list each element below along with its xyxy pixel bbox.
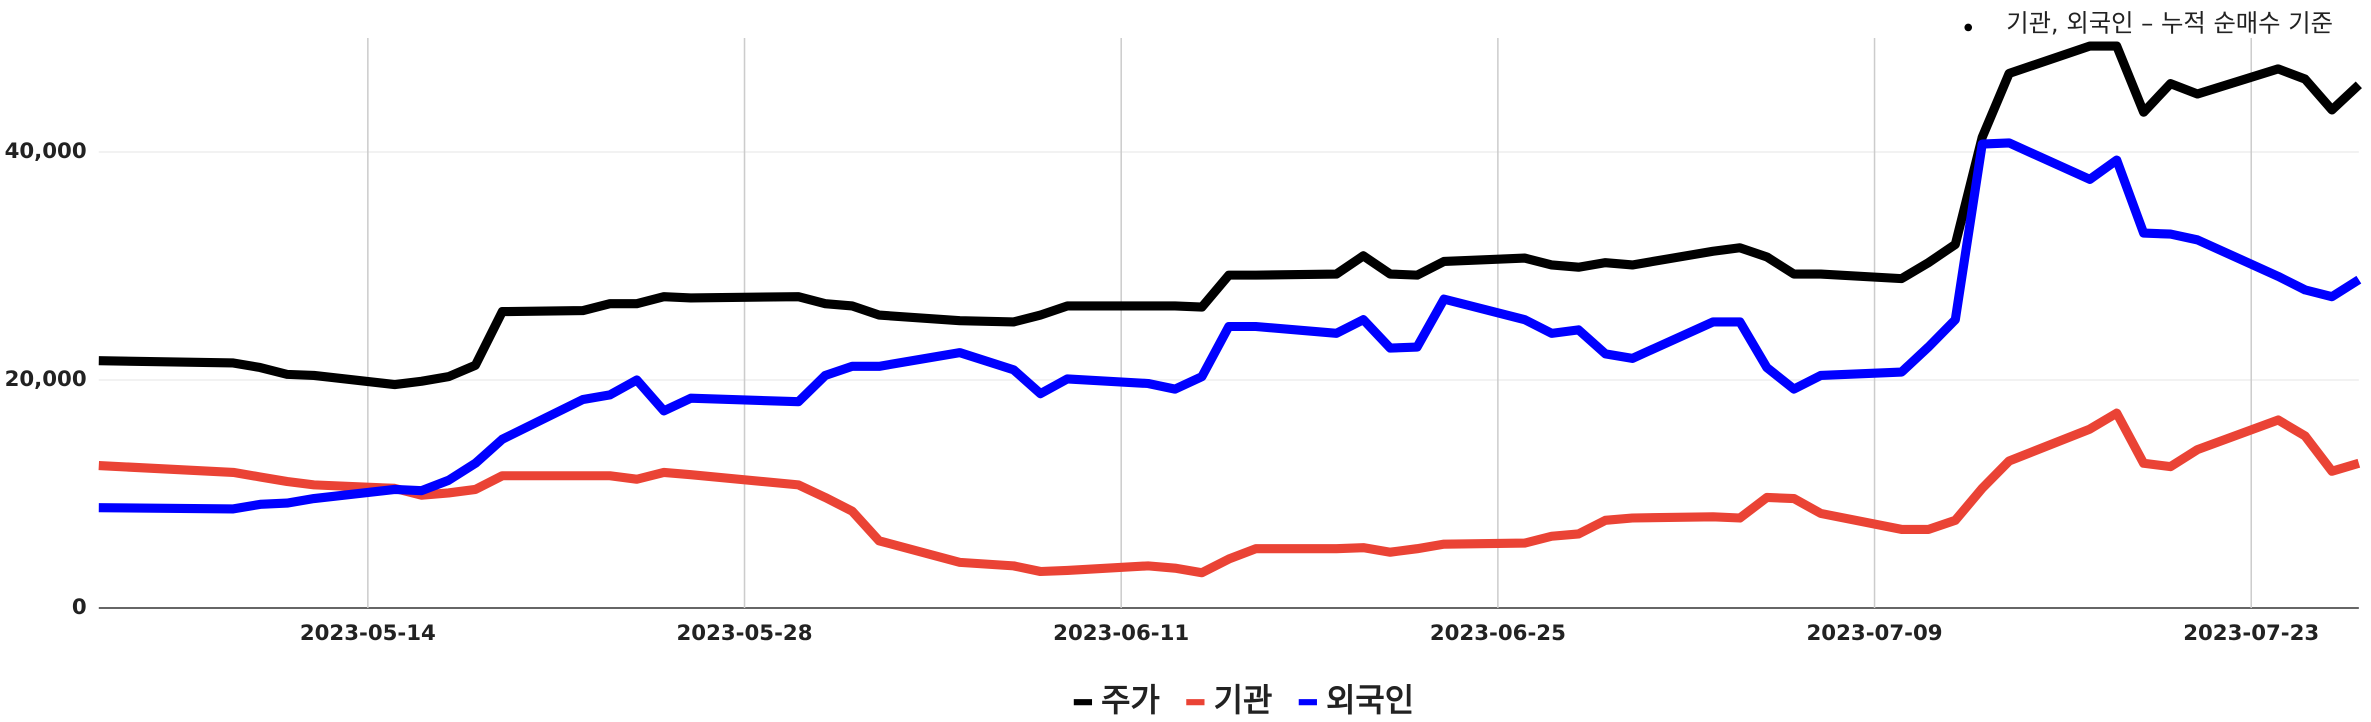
series-line (98, 408, 2361, 578)
y-tick-label: 40,000 (5, 139, 87, 164)
annotation: 기관, 외국인 – 누적 순매수 기준 (2006, 8, 2333, 37)
x-tick-label: 2023-06-11 (1053, 621, 1189, 646)
series-line (98, 41, 2362, 390)
x-tick-label: 2023-05-28 (677, 621, 813, 646)
x-tick-label: 2023-05-14 (300, 621, 436, 646)
y-tick-label: 0 (72, 595, 87, 620)
legend-label: 기관 (1214, 681, 1273, 719)
annotation-bullet (1964, 23, 1973, 32)
legend-label: 주가 (1101, 681, 1160, 719)
series-line (98, 138, 2362, 514)
legend-label: 외국인 (1326, 681, 1414, 719)
x-tick-label: 2023-07-09 (1807, 621, 1943, 646)
x-tick-label: 2023-07-23 (2183, 621, 2319, 646)
y-tick-label: 20,000 (5, 367, 87, 392)
legend: 주가 기관 외국인 (1073, 681, 1414, 719)
x-tick-label: 2023-06-25 (1430, 621, 1566, 646)
